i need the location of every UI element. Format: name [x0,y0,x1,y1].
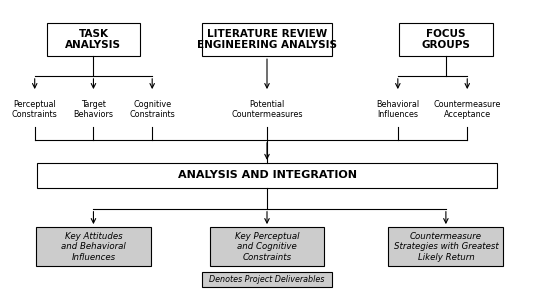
Text: Cognitive
Constraints: Cognitive Constraints [129,100,175,119]
Text: Countermeasure
Acceptance: Countermeasure Acceptance [434,100,501,119]
FancyBboxPatch shape [202,23,332,56]
Text: Perceptual
Constraints: Perceptual Constraints [12,100,58,119]
Text: Key Perceptual
and Cognitive
Constraints: Key Perceptual and Cognitive Constraints [235,232,299,262]
Text: TASK
ANALYSIS: TASK ANALYSIS [66,29,121,50]
Text: FOCUS
GROUPS: FOCUS GROUPS [421,29,470,50]
Text: Potential
Countermeasures: Potential Countermeasures [231,100,303,119]
FancyBboxPatch shape [37,163,497,187]
FancyBboxPatch shape [209,227,325,266]
Text: Denotes Project Deliverables: Denotes Project Deliverables [209,275,325,284]
Text: LITERATURE REVIEW
ENGINEERING ANALYSIS: LITERATURE REVIEW ENGINEERING ANALYSIS [197,29,337,50]
FancyBboxPatch shape [202,272,332,287]
FancyBboxPatch shape [388,227,503,266]
Text: Key Attitudes
and Behavioral
Influences: Key Attitudes and Behavioral Influences [61,232,126,262]
FancyBboxPatch shape [399,23,492,56]
Text: Target
Behaviors: Target Behaviors [74,100,113,119]
Text: Countermeasure
Strategies with Greatest
Likely Return: Countermeasure Strategies with Greatest … [394,232,498,262]
FancyBboxPatch shape [47,23,140,56]
Text: Behavioral
Influences: Behavioral Influences [376,100,419,119]
Text: ANALYSIS AND INTEGRATION: ANALYSIS AND INTEGRATION [177,170,357,180]
FancyBboxPatch shape [36,227,151,266]
